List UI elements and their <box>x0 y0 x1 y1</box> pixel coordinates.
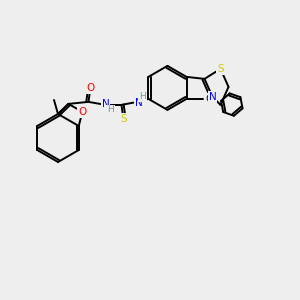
Text: S: S <box>120 114 127 124</box>
Text: N: N <box>135 98 142 108</box>
Text: S: S <box>217 64 224 74</box>
Text: H: H <box>107 105 114 114</box>
Text: N: N <box>102 99 109 109</box>
Text: N: N <box>208 92 216 102</box>
Text: O: O <box>78 107 86 117</box>
Text: O: O <box>86 83 94 93</box>
Text: Cl: Cl <box>206 94 216 104</box>
Text: H: H <box>139 92 146 101</box>
